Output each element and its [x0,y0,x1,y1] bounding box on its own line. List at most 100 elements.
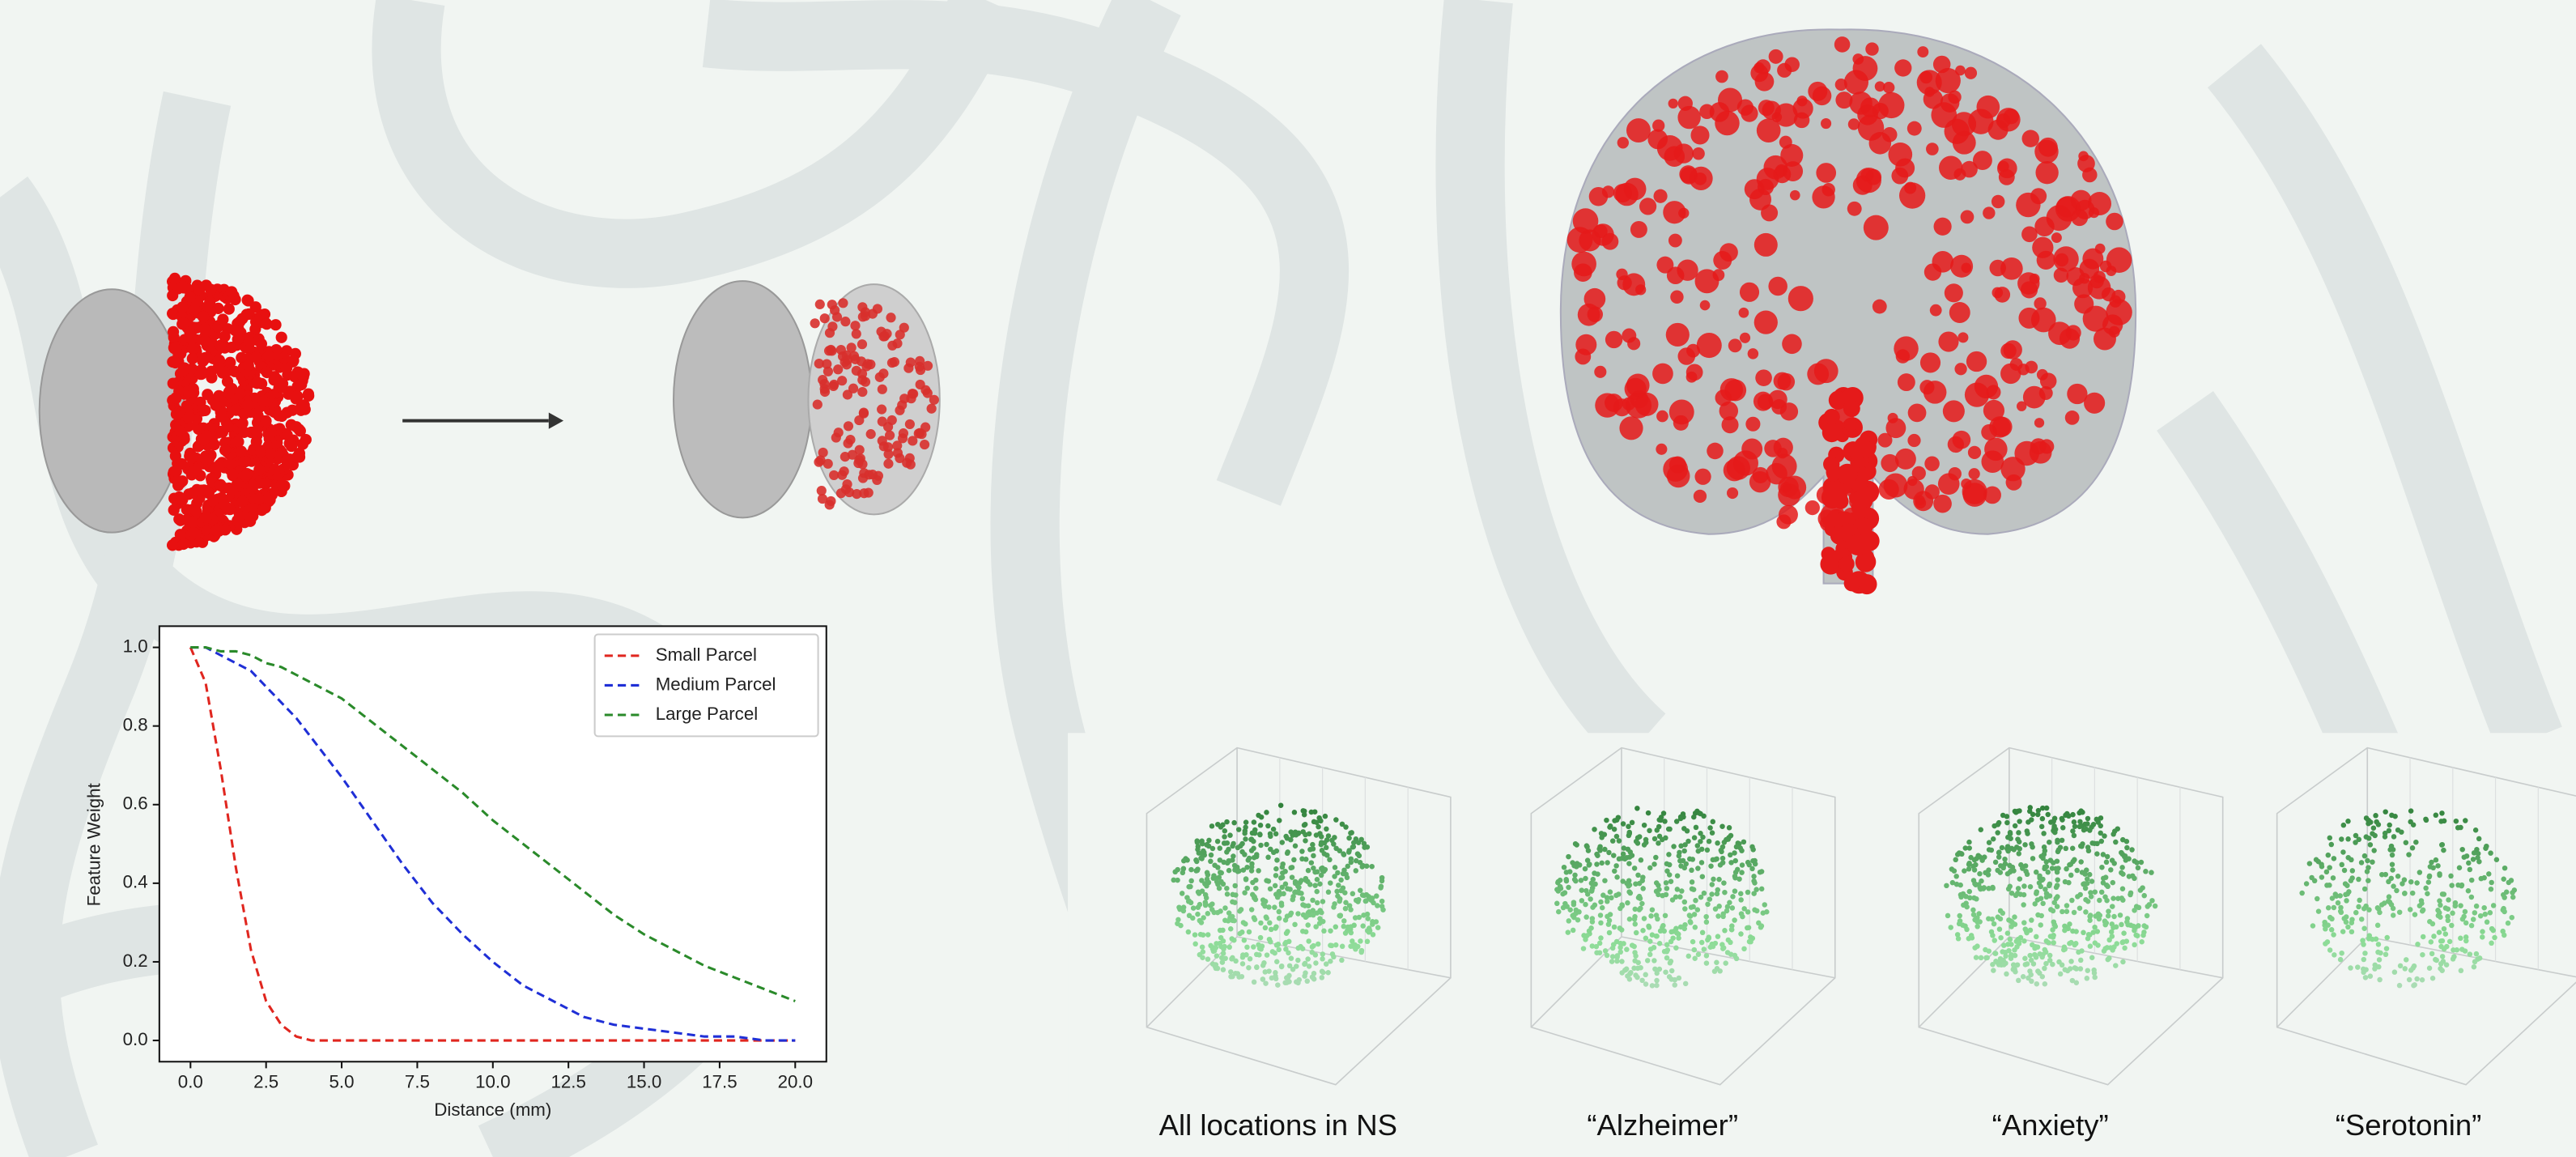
point [1635,960,1640,965]
point [2441,848,2446,853]
electrode-dot [201,279,212,291]
point [2494,857,2499,862]
point [1688,920,1693,925]
point [2042,966,2047,971]
point [2338,957,2343,962]
point [1634,975,1639,980]
point [1975,924,1979,929]
point [1664,892,1668,897]
point [1643,837,1648,842]
point [1958,851,1963,856]
electrode-dot [168,377,179,389]
point [2427,874,2432,878]
point [1220,928,1225,933]
point [1252,980,1256,985]
point [2043,865,2047,870]
point [1215,839,1220,844]
point [1626,861,1631,866]
point [1258,921,1263,925]
point [2421,934,2425,939]
point [1682,900,1687,904]
parcel-dot [865,359,875,369]
location-dot [1943,400,1965,422]
point [1237,931,1242,936]
point [1598,912,1603,917]
point [1241,867,1246,872]
point [1203,903,1208,908]
point [2030,812,2035,817]
point [2406,852,2411,857]
caption: “Serotonin” [2336,1108,2482,1142]
point [2489,941,2493,946]
point [2055,840,2060,844]
point [1748,934,1753,939]
location-dot [1616,269,1627,280]
point [2391,883,2395,888]
location-dot [1852,53,1864,65]
parcel-dot [827,321,837,331]
page: {"chart_data": {"type": "line", "xlabel"… [0,0,2576,1157]
point [1597,950,1602,955]
point [1970,935,1975,940]
electrode-dot [168,355,180,367]
location-dot [2065,410,2080,425]
electrode-dot [242,399,253,410]
point [1302,812,1307,817]
point [1276,942,1281,946]
point [1218,845,1222,850]
point [2153,904,2157,908]
point [1647,952,1652,957]
point [1632,914,1637,919]
location-dot [1859,530,1879,551]
point [1733,858,1738,863]
point [2449,883,2454,887]
point [1752,908,1757,912]
point [2091,822,2096,827]
parcel-dot [927,404,937,414]
point [1690,939,1695,944]
point [1247,929,1252,934]
point [1181,858,1186,863]
point [2349,929,2354,934]
point [1583,914,1588,919]
point [2028,884,2033,889]
point [2390,853,2395,857]
point [2017,839,2021,844]
location-dot [1908,404,1927,423]
point [1306,868,1311,873]
point [1203,892,1208,897]
location-dot [1739,308,1749,318]
point [2481,875,2486,880]
x-tick-label: 20.0 [778,1072,813,1092]
point [1619,959,1624,963]
location-dot [1934,218,1952,236]
parcel-dot [824,346,834,355]
parcel-dot [878,385,887,394]
location-dot [1700,300,1711,311]
point [1333,925,1338,929]
parcel-dot [818,448,828,457]
point [1303,832,1307,837]
location-dot [1903,479,1923,499]
point [2064,866,2068,871]
point [1668,959,1673,963]
point [1963,900,1968,905]
location-dot [1749,471,1770,492]
electrode-dot [244,336,256,347]
location-dot [1712,269,1724,281]
location-dot [1727,487,1738,499]
electrode-dot [276,479,287,490]
point [1257,832,1262,836]
electrode-dot [189,527,200,538]
electrode-dot [206,366,217,377]
point [1320,969,1324,974]
location-dot [1924,87,1934,96]
point [1364,892,1369,897]
point [2017,876,2022,881]
point [1195,840,1200,844]
point [2325,939,2330,944]
point [1704,953,1709,958]
point [2145,904,2150,908]
point [1664,942,1669,947]
point [2008,836,2013,840]
